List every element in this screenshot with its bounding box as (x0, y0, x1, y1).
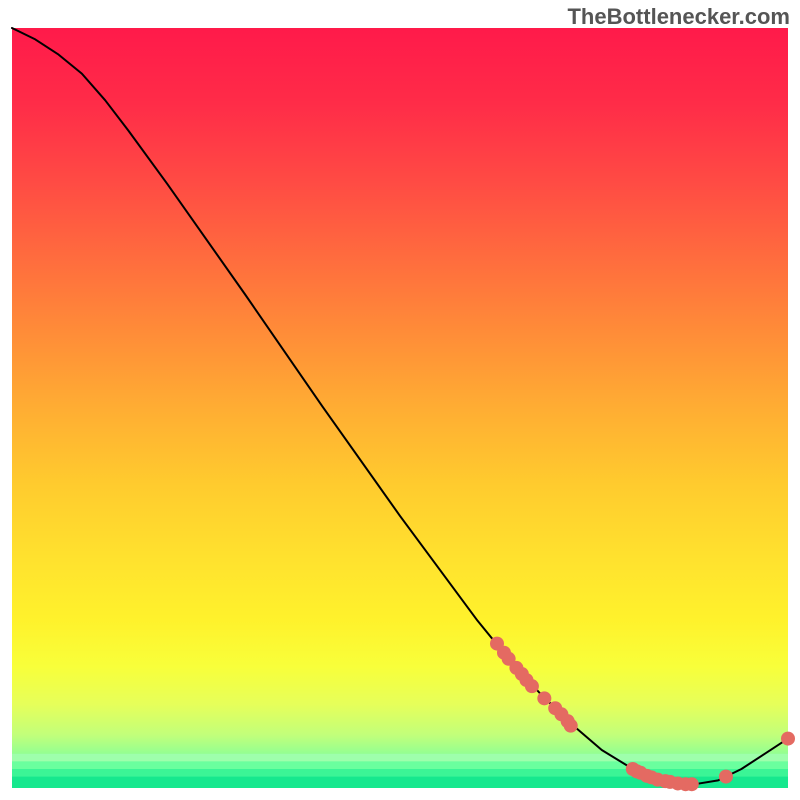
data-marker (537, 691, 551, 705)
data-marker (685, 777, 699, 791)
gradient-background (12, 28, 788, 788)
green-band (12, 761, 788, 769)
data-marker (564, 719, 578, 733)
data-marker (525, 679, 539, 693)
data-marker (719, 770, 733, 784)
chart-container: TheBottlenecker.com (0, 0, 800, 800)
data-marker (781, 732, 795, 746)
bottleneck-chart: TheBottlenecker.com (0, 0, 800, 800)
attribution-text: TheBottlenecker.com (567, 4, 790, 29)
plot-area (12, 28, 795, 791)
green-band (12, 754, 788, 762)
